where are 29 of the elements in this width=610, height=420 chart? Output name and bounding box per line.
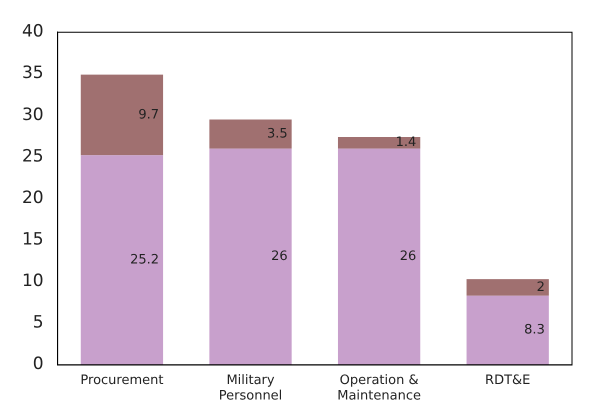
x-tick-label: Operation & Maintenance — [337, 372, 421, 404]
y-tick-label: 35 — [22, 63, 44, 84]
data-label: 25.2 — [130, 252, 160, 268]
y-tick-label: 20 — [22, 188, 44, 208]
data-label: 26 — [271, 249, 288, 264]
y-tick-label: 30 — [22, 104, 44, 125]
data-label: 2 — [536, 280, 545, 295]
x-tick-label: RDT&E — [485, 372, 530, 388]
data-label: 9.7 — [138, 107, 160, 122]
bar — [209, 148, 292, 365]
x-tick-label: Military Personnel — [218, 372, 282, 404]
data-label: 1.4 — [396, 135, 416, 150]
bar — [466, 296, 549, 365]
y-tick-label: 15 — [22, 229, 44, 250]
bar — [209, 120, 292, 149]
bar — [466, 279, 549, 296]
bar — [80, 74, 164, 156]
y-tick-label: 40 — [22, 22, 44, 42]
y-tick-label: 5 — [32, 312, 44, 333]
data-label: 3.5 — [266, 126, 288, 142]
y-tick-label: 10 — [22, 271, 44, 292]
data-label: 26 — [400, 249, 416, 264]
y-tick-label: 25 — [22, 146, 44, 166]
bar — [80, 155, 164, 365]
data-label: 8.3 — [524, 322, 545, 338]
bar — [338, 136, 420, 149]
bar — [338, 148, 420, 365]
x-tick-label: Procurement — [80, 372, 164, 388]
y-tick-label: 0 — [32, 354, 44, 374]
